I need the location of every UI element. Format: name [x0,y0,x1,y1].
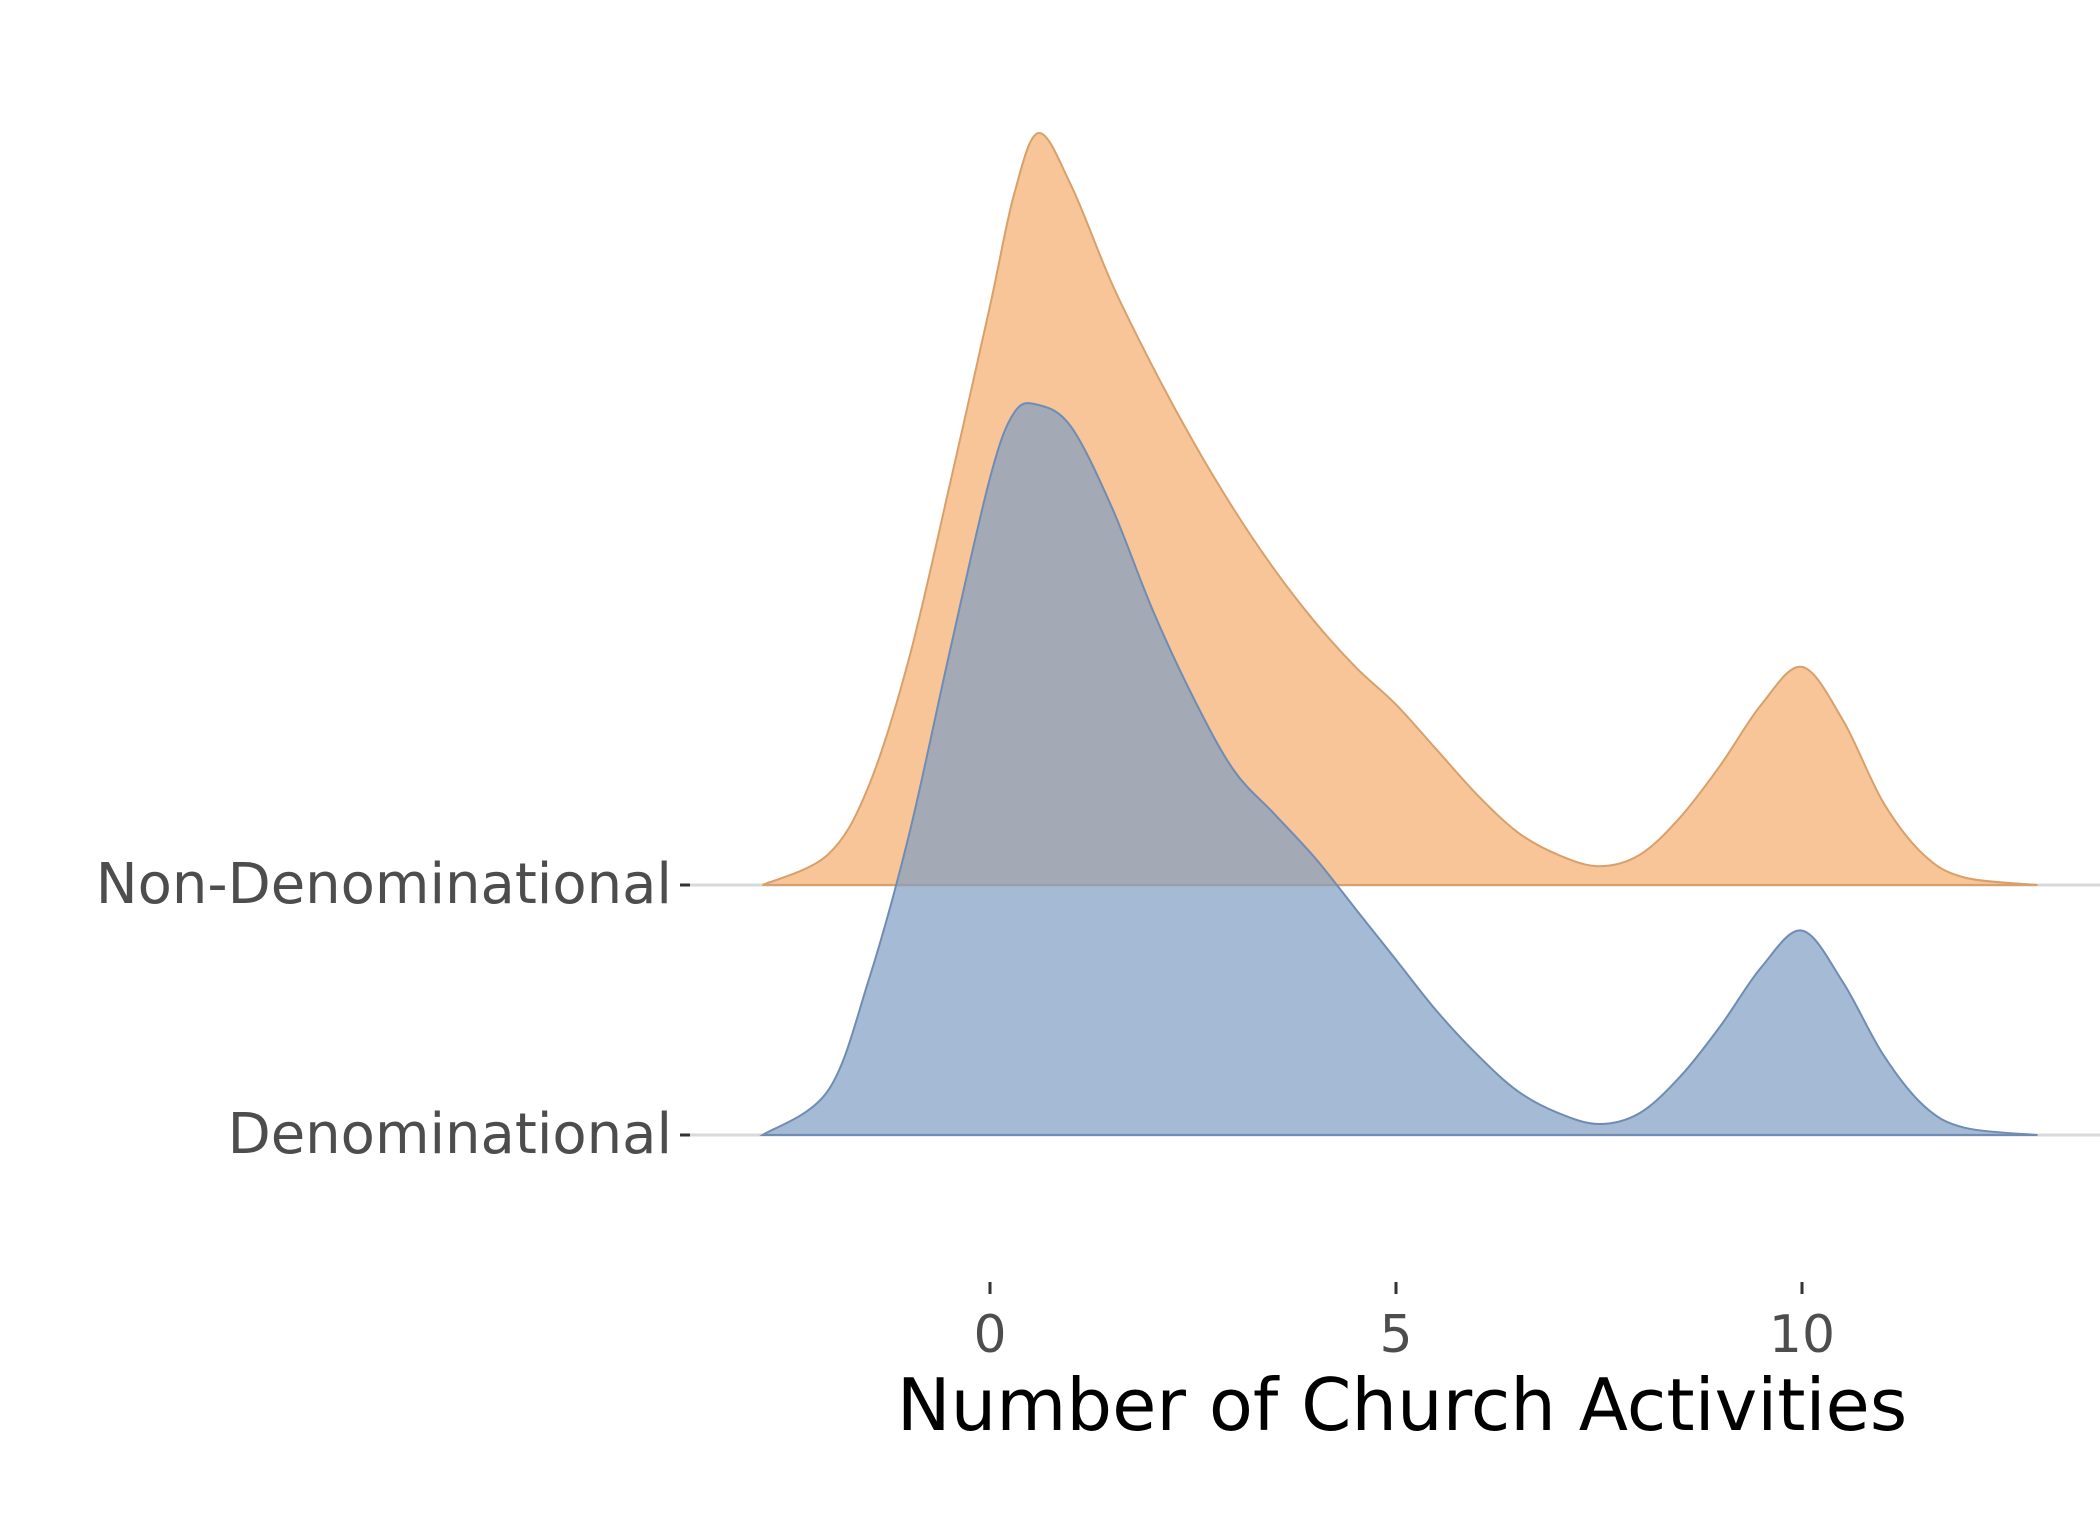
ridge-denominational [759,402,2038,1136]
y-category-label: Denominational [228,1102,672,1167]
x-tick-label: 5 [1379,1305,1412,1365]
y-category-label: Non-Denominational [96,852,672,917]
y-axis: Non-Denominational Denominational [96,852,690,1167]
x-tick-label: 10 [1769,1305,1835,1365]
x-axis-title: Number of Church Activities [897,1363,1908,1447]
x-tick-label: 0 [973,1305,1006,1365]
x-axis: 0 5 10 [973,1282,1835,1365]
ridges [759,132,2038,1136]
